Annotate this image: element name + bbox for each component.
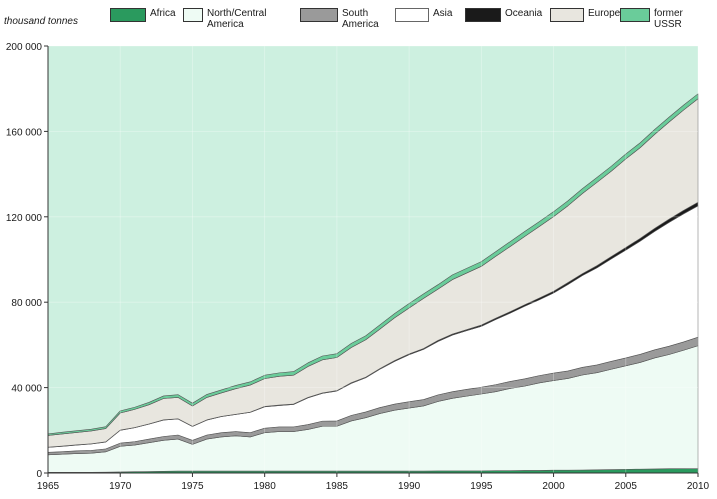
y-tick-label: 80 000 xyxy=(11,298,42,309)
x-tick-label: 1975 xyxy=(181,481,204,492)
legend-label: Africa xyxy=(150,8,176,19)
x-tick-label: 1980 xyxy=(254,481,277,492)
legend: thousand tonnes Africa North/Central Amer… xyxy=(0,6,717,42)
x-tick-label: 2000 xyxy=(542,481,565,492)
legend-item: Europe xyxy=(550,8,620,22)
legend-swatch xyxy=(550,8,584,22)
legend-label: Europe xyxy=(588,8,621,19)
legend-item: Asia xyxy=(395,8,452,22)
y-tick-label: 120 000 xyxy=(6,213,43,224)
x-tick-label: 1995 xyxy=(470,481,493,492)
legend-item: North/Central America xyxy=(183,8,266,30)
legend-swatch xyxy=(110,8,146,22)
unit-label: thousand tonnes xyxy=(4,16,78,27)
legend-label: Asia xyxy=(433,8,453,19)
x-tick-label: 1990 xyxy=(398,481,421,492)
y-tick-label: 160 000 xyxy=(6,127,43,138)
legend-label: North/Central America xyxy=(207,8,267,30)
area-series-former-ussr xyxy=(47,93,699,436)
legend-swatch xyxy=(183,8,203,22)
x-tick-label: 2005 xyxy=(615,481,638,492)
x-tick-label: 1965 xyxy=(37,481,60,492)
legend-item: Oceania xyxy=(465,8,542,22)
y-tick-label: 40 000 xyxy=(11,384,42,395)
legend-swatch xyxy=(620,8,650,22)
x-tick-label: 1970 xyxy=(109,481,132,492)
y-tick-label: 200 000 xyxy=(6,42,43,53)
legend-swatch xyxy=(395,8,429,22)
legend-item: South America xyxy=(300,8,379,30)
y-tick-label: 0 xyxy=(36,469,42,480)
legend-swatch xyxy=(300,8,338,22)
legend-swatch xyxy=(465,8,501,22)
legend-label: former USSR xyxy=(654,8,683,30)
legend-item: former USSR xyxy=(620,8,683,30)
legend-label: South America xyxy=(342,8,379,30)
legend-label: Oceania xyxy=(505,8,543,19)
x-tick-label: 1985 xyxy=(326,481,349,492)
legend-item: Africa xyxy=(110,8,176,22)
x-tick-label: 2010 xyxy=(687,481,710,492)
